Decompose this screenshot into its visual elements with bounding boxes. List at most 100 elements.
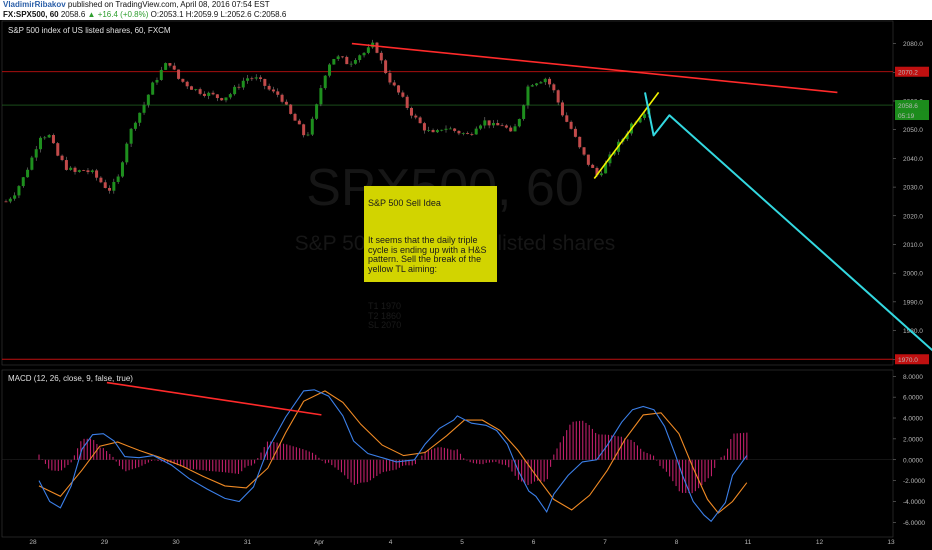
candle-down [578,136,582,148]
macd-signal-line [38,390,748,514]
candle-up [13,195,17,199]
candle-up [233,86,237,95]
price-tick-label: 2030.0 [903,185,923,192]
candle-up [535,83,539,86]
macd-panel-frame [1,369,894,538]
candle-down [405,96,409,108]
macd-tick-label: 2.0000 [903,436,923,443]
candle-down [418,117,422,124]
candle-down [172,65,176,70]
candle-up [612,151,616,155]
candle-down [56,143,60,156]
candle-up [194,89,198,90]
candle-down [500,125,504,127]
time-tick-label: 7 [603,539,607,546]
candle-up [155,79,159,83]
candle-down [573,128,577,137]
candle-up [47,135,51,138]
candle-up [21,177,25,187]
candle-down [198,89,202,94]
price-tick-label: 2080.0 [903,41,923,48]
candle-down [202,93,206,96]
bar-countdown-label-bg [895,110,929,121]
time-tick-label: 13 [887,539,895,546]
candle-down [466,133,470,135]
candle-up [319,88,323,105]
price-tick-label: 2010.0 [903,242,923,249]
candle-up [90,170,94,173]
candle-up [522,105,526,119]
candle-up [69,167,73,170]
candle-down [82,170,86,171]
time-tick-label: 31 [244,539,252,546]
bar-countdown-label: 05:19 [898,113,915,120]
candle-down [211,92,215,95]
candle-up [517,118,521,127]
candle-up [332,59,336,65]
candle-down [60,155,64,161]
candle-up [543,78,547,83]
candle-down [189,86,193,90]
candle-up [207,92,211,96]
candle-up [483,120,487,126]
candle-up [241,80,245,88]
candle-up [366,47,370,53]
price-tick-label: 2000.0 [903,271,923,278]
candle-down [548,78,552,85]
candle-up [151,82,155,95]
price-tick-label: 1980.0 [903,328,923,335]
candle-up [435,130,439,133]
candle-down [4,201,8,203]
candle-down [591,164,595,168]
candle-up [474,128,478,135]
chart-area[interactable]: SPX500, 60S&P 500 index of US listed sha… [0,20,932,550]
author-name[interactable]: VladimirRibakov [3,0,66,9]
time-tick-label: 5 [460,539,464,546]
candle-up [138,112,142,123]
publish-info: published on TradingView.com, April 08, … [67,0,270,9]
candle-up [142,104,146,113]
candle-down [560,102,564,116]
candle-up [638,117,642,123]
idea-note[interactable]: S&P 500 Sell Idea It seems that the dail… [364,186,497,330]
candle-up [604,163,608,174]
candle-down [181,78,185,82]
time-tick-label: 12 [816,539,824,546]
price-tick-label: 1990.0 [903,299,923,306]
candle-down [51,135,55,144]
candle-down [569,121,573,129]
candle-down [422,123,426,131]
candle-down [168,63,172,66]
candle-up [349,63,353,65]
candle-down [470,134,474,135]
candle-down [289,104,293,114]
candle-down [95,170,99,178]
candle-up [310,118,314,135]
time-tick-label: Apr [314,539,325,546]
publish-header: VladimirRibakov published on TradingView… [0,0,932,20]
candle-down [509,127,513,132]
candle-up [625,133,629,140]
candle-up [228,94,232,98]
candle-down [185,81,189,87]
up-arrow-icon: ▲ [87,10,96,19]
level-price-label: 2070.2 [898,70,918,77]
candle-up [34,149,38,158]
candle-up [246,78,250,81]
candle-up [642,114,646,118]
candle-up [26,169,30,178]
publish-line: VladimirRibakov published on TradingView… [3,0,929,10]
candle-down [259,77,263,79]
time-tick-label: 28 [29,539,37,546]
macd-tick-label: 6.0000 [903,395,923,402]
candle-down [263,78,267,86]
candle-up [530,85,534,87]
ohlc-values: O:2053.1 H:2059.9 L:2052.6 C:2058.6 [150,10,287,19]
candle-up [526,86,530,106]
candle-down [496,123,500,126]
candle-up [479,125,483,129]
candle-up [491,123,495,126]
price-change: +16.4 (+0.8%) [97,10,149,19]
candle-down [280,94,284,102]
candle-up [254,77,258,79]
